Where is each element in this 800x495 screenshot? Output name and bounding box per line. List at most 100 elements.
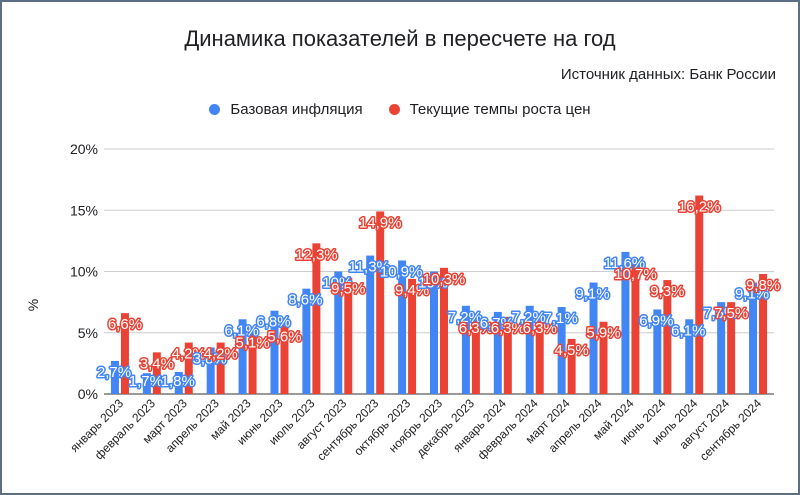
data-label-current-growth: 16,2%	[678, 199, 721, 216]
bar-base-inflation	[302, 288, 311, 394]
data-label-current-growth: 3,4%	[140, 355, 174, 372]
bar-base-inflation	[653, 309, 662, 394]
data-label-current-growth: 10,3%	[423, 271, 466, 288]
data-label-current-growth: 6,6%	[108, 316, 142, 333]
bar-base-inflation	[493, 311, 502, 394]
bar-base-inflation	[525, 305, 534, 394]
data-label-current-growth: 5,6%	[267, 328, 301, 345]
bar-current-growth	[152, 352, 161, 394]
bar-base-inflation	[174, 371, 183, 394]
data-label-base-inflation: 9,1%	[735, 286, 769, 303]
bar-base-inflation	[621, 251, 630, 394]
bar-current-growth	[120, 313, 129, 394]
data-label-current-growth: 10,7%	[614, 266, 657, 283]
data-label-current-growth: 4,5%	[555, 342, 589, 359]
data-label-current-growth: 9,8%	[746, 277, 780, 294]
data-label-current-growth: 6,3%	[523, 320, 557, 337]
legend-swatch-red	[388, 104, 400, 115]
data-label-base-inflation: 10%	[418, 275, 448, 292]
y-axis-ticks: 0% 5% 10% 15% 20%	[70, 141, 98, 402]
data-label-current-growth: 9,4%	[395, 282, 429, 299]
data-label-base-inflation: 11,3%	[348, 259, 389, 276]
data-label-base-inflation: 1,8%	[161, 373, 195, 390]
bar-base-inflation	[589, 282, 598, 394]
data-label-current-growth: 4,2%	[204, 346, 238, 363]
legend-label-base-inflation: Базовая инфляция	[230, 101, 363, 118]
y-tick-label: 20%	[70, 141, 98, 157]
data-label-base-inflation: 1,7%	[129, 373, 163, 390]
data-label-current-growth: 6,3%	[459, 320, 493, 337]
y-tick-label: 15%	[70, 202, 98, 218]
legend-item-current-growth[interactable]: Текущие темпы роста цен	[388, 101, 591, 118]
data-label-current-growth: 5,1%	[235, 335, 269, 352]
bar-base-inflation	[142, 373, 151, 394]
chart-legend: Базовая инфляция Текущие темпы роста цен	[2, 101, 798, 118]
bar-current-growth	[663, 280, 672, 394]
chart-subtitle: Источник данных: Банк России	[560, 66, 776, 83]
bar-current-growth	[440, 267, 448, 394]
bars	[110, 195, 768, 394]
data-label-base-inflation: 9,1%	[575, 286, 609, 303]
bar-base-inflation	[206, 347, 215, 394]
bar-base-inflation	[461, 305, 470, 394]
y-tick-label: 10%	[70, 264, 98, 280]
bar-base-inflation	[110, 360, 119, 394]
data-label-base-inflation: 10,9%	[380, 263, 423, 280]
bar-base-inflation	[238, 319, 247, 394]
bar-current-growth	[567, 338, 576, 394]
legend-label-current-growth: Текущие темпы роста цен	[409, 101, 591, 118]
bar-base-inflation	[366, 255, 375, 394]
y-tick-label: 0%	[78, 386, 98, 402]
bar-base-inflation	[334, 271, 343, 394]
bar-current-growth	[503, 316, 512, 394]
data-label-current-growth: 14,9%	[359, 214, 402, 231]
data-labels: 2,7% 6,6% 1,7%3,4%1,8% 4,2%3,8%4,2% 6,1% 5,1%…	[95, 197, 781, 391]
bar-current-growth	[759, 273, 768, 394]
bar-base-inflation	[685, 319, 694, 394]
bar-current-growth	[727, 302, 736, 394]
data-label-current-growth: 12,3%	[295, 246, 338, 263]
data-label-base-inflation: 6,9%	[639, 312, 673, 329]
bar-current-growth	[408, 278, 417, 394]
bar-current-growth	[344, 277, 353, 394]
data-label-base-inflation: 6,8%	[256, 314, 290, 331]
bar-base-inflation	[398, 260, 407, 394]
bar-current-growth	[280, 325, 289, 394]
data-label-base-inflation: 7,2%	[448, 309, 482, 326]
chart-title: Динамика показателей в пересчете на год	[184, 26, 616, 51]
data-label-base-inflation: 11,6%	[604, 255, 645, 272]
bar-base-inflation	[717, 302, 726, 394]
data-label-current-growth: 7,5%	[714, 305, 748, 322]
data-label-base-inflation: 6,1%	[671, 322, 705, 339]
bar-current-growth	[599, 321, 608, 394]
bar-current-growth	[248, 331, 257, 394]
data-label-base-inflation: 3,8%	[193, 350, 227, 367]
bar-current-growth	[184, 342, 193, 394]
bar-current-growth	[535, 316, 544, 394]
data-label-current-growth: 6,3%	[491, 320, 525, 337]
bar-current-growth	[631, 262, 640, 394]
bar-base-inflation	[557, 307, 566, 394]
bar-base-inflation	[430, 271, 438, 394]
data-label-base-inflation: 7,2%	[512, 309, 546, 326]
bar-current-growth	[312, 243, 321, 394]
data-label-current-growth: 4,2%	[172, 346, 206, 363]
data-label-base-inflation: 7,5%	[703, 305, 737, 322]
y-axis-label: %	[25, 299, 41, 311]
data-label-current-growth: 9,5%	[331, 281, 365, 298]
y-tick-label: 5%	[78, 325, 98, 341]
data-label-base-inflation: 7,1%	[544, 310, 578, 327]
legend-item-base-inflation[interactable]: Базовая инфляция	[209, 101, 363, 118]
grid-lines	[104, 148, 774, 395]
bar-current-growth	[216, 342, 225, 394]
bar-current-growth	[695, 195, 704, 394]
bar-base-inflation	[749, 282, 758, 394]
data-label-base-inflation: 2,7%	[97, 364, 131, 381]
bar-base-inflation	[270, 310, 279, 394]
data-label-current-growth: 9,3%	[650, 283, 684, 300]
bar-current-growth	[376, 211, 385, 394]
data-label-current-growth: 5,9%	[586, 325, 620, 342]
